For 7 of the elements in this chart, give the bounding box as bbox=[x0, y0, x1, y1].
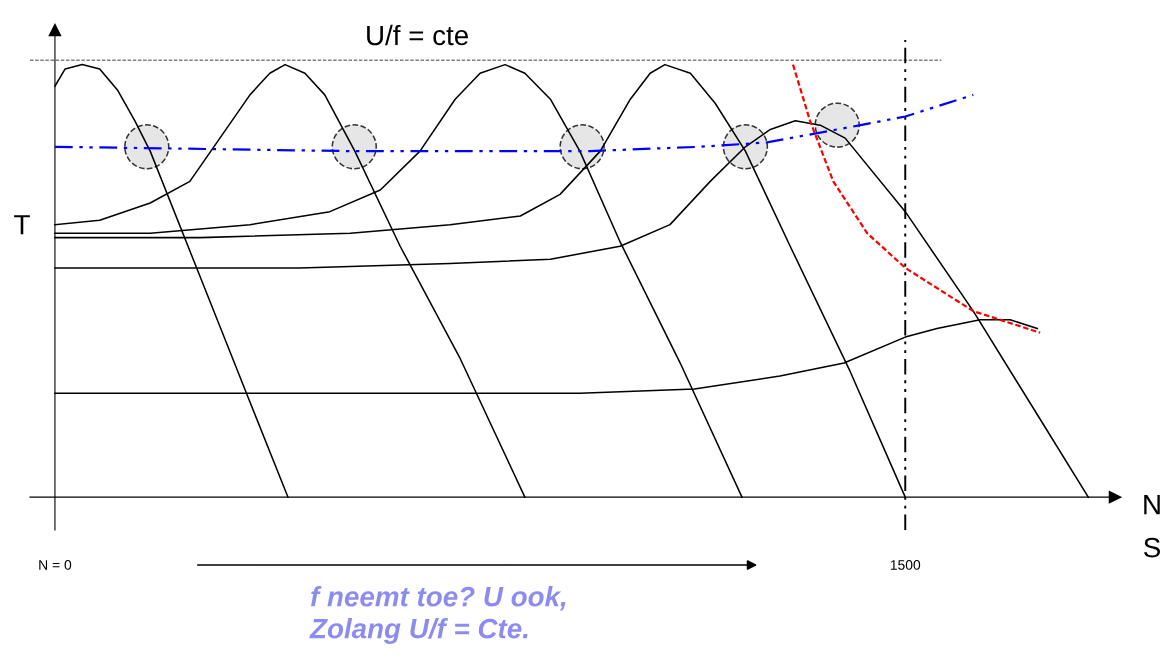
chart-title: U/f = cte bbox=[367, 24, 468, 46]
x-tick-label: N = 0 bbox=[39, 559, 72, 570]
x-axis-title: N bbox=[1144, 495, 1160, 515]
y-axis-title: T bbox=[14, 215, 30, 235]
text: f neemt toe? U ook, Zolang U/f = Cte. bbox=[309, 586, 566, 644]
x-tick-label: 1500 bbox=[890, 559, 921, 570]
text: S bbox=[1144, 537, 1160, 558]
